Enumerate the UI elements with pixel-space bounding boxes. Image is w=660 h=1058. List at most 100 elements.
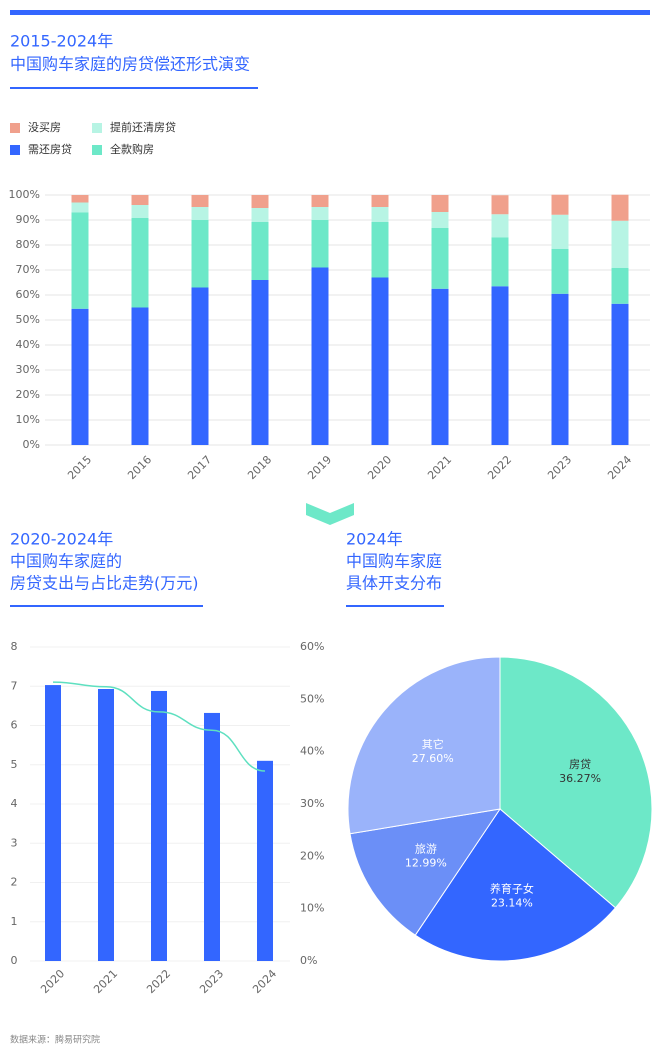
y-tick-label: 20% <box>16 388 40 401</box>
x-tick-label: 2017 <box>185 453 214 482</box>
underline <box>10 605 203 607</box>
bar-segment <box>611 194 629 221</box>
y-tick-label: 0% <box>23 438 40 451</box>
legend-label: 全款购房 <box>110 142 154 156</box>
bar-segment <box>311 267 329 445</box>
pie-slice <box>414 808 617 962</box>
x-tick-label: 2018 <box>245 453 274 482</box>
x-tick-label: 2019 <box>305 453 334 482</box>
y-tick-label: 60% <box>16 288 40 301</box>
source: 数据来源：腾易研究院 <box>10 1034 100 1046</box>
y-tick-label: 5 <box>11 758 18 771</box>
bar-segment <box>311 220 329 268</box>
y-tick-label: 70% <box>16 263 40 276</box>
bar <box>98 688 114 961</box>
y-tick-label: 0 <box>11 954 18 967</box>
bar-segment <box>131 205 149 218</box>
bar-segment <box>491 214 509 238</box>
pie-slice <box>499 656 653 909</box>
bar <box>257 760 273 961</box>
x-tick-label: 2021 <box>91 967 120 996</box>
y-tick-label: 30% <box>16 363 40 376</box>
y-tick-label: 8 <box>11 640 18 653</box>
chart-subtitle: 中国购车家庭的房贷偿还形式演变 <box>10 55 250 74</box>
bar-segment <box>251 208 269 222</box>
y2-tick-label: 0% <box>300 954 317 967</box>
bar-segment <box>491 195 509 215</box>
y-tick-label: 40% <box>16 338 40 351</box>
legend-swatch <box>92 123 102 133</box>
y-tick-label: 50% <box>16 313 40 326</box>
x-tick-label: 2015 <box>65 453 94 482</box>
chart-title: 2020-2024年 <box>10 530 113 549</box>
y2-tick-label: 40% <box>300 745 324 758</box>
slice-label: 其它 <box>422 737 444 751</box>
chevron <box>306 503 354 525</box>
bar-segment <box>311 195 329 207</box>
bar-segment <box>191 195 209 207</box>
line <box>52 681 266 772</box>
bar-segment <box>431 288 449 445</box>
legend-label: 提前还清房贷 <box>110 120 176 134</box>
legend-swatch <box>10 123 20 133</box>
y2-tick-label: 20% <box>300 849 324 862</box>
bar-segment <box>491 286 509 445</box>
x-tick-label: 2024 <box>605 453 634 482</box>
x-tick-label: 2020 <box>38 967 67 996</box>
y2-tick-label: 30% <box>300 797 324 810</box>
bar-segment <box>431 212 449 228</box>
x-tick-label: 2016 <box>125 453 154 482</box>
y2-tick-label: 10% <box>300 902 324 915</box>
y-tick-label: 2 <box>11 876 18 889</box>
bar-segment <box>131 218 149 308</box>
bar-segment <box>71 195 89 203</box>
bar <box>151 690 167 961</box>
x-tick-label: 2020 <box>365 453 394 482</box>
bar <box>45 685 61 961</box>
slice-label: 房贷 <box>569 757 591 771</box>
bar-segment <box>551 214 569 249</box>
x-tick-label: 2022 <box>144 967 173 996</box>
pie-slice <box>349 808 502 936</box>
bar-segment <box>551 194 569 215</box>
y2-tick-label: 60% <box>300 640 324 653</box>
slice-value: 23.14% <box>491 896 533 909</box>
y-tick-label: 80% <box>16 238 40 251</box>
bar-segment <box>371 222 389 278</box>
bar-segment <box>491 237 509 287</box>
bar-segment <box>131 195 149 205</box>
bar-segment <box>551 293 569 445</box>
slice-label: 旅游 <box>415 842 437 856</box>
legend-swatch <box>10 145 20 155</box>
slice-value: 36.27% <box>559 772 601 785</box>
bar-segment <box>71 202 89 213</box>
legend-label: 没买房 <box>28 121 61 134</box>
bar-segment <box>431 228 449 289</box>
bar-segment <box>71 308 89 445</box>
slice-label: 养育子女 <box>490 881 534 895</box>
slice-value: 27.60% <box>412 752 454 765</box>
bar-segment <box>71 212 89 309</box>
y-tick-label: 90% <box>16 213 40 226</box>
bar-segment <box>191 220 209 288</box>
bar-segment <box>131 307 149 445</box>
x-tick-label: 2023 <box>197 967 226 996</box>
x-tick-label: 2021 <box>425 453 454 482</box>
bar-segment <box>191 207 209 220</box>
chart-title: 2015-2024年 <box>10 32 113 51</box>
bar-segment <box>611 220 629 268</box>
bar-segment <box>251 280 269 445</box>
y-tick-label: 10% <box>16 413 40 426</box>
bar-segment <box>371 195 389 207</box>
bar-segment <box>311 207 329 220</box>
chart-title: 中国购车家庭的 <box>10 552 122 571</box>
pie-slice <box>347 656 501 835</box>
bar-segment <box>371 277 389 445</box>
y-tick-label: 3 <box>11 836 18 849</box>
y-tick-label: 7 <box>11 679 18 692</box>
bar-segment <box>551 248 569 294</box>
bar-segment <box>251 195 269 208</box>
bar-segment <box>251 222 269 280</box>
chart-title: 房贷支出与占比走势(万元) <box>10 574 199 593</box>
